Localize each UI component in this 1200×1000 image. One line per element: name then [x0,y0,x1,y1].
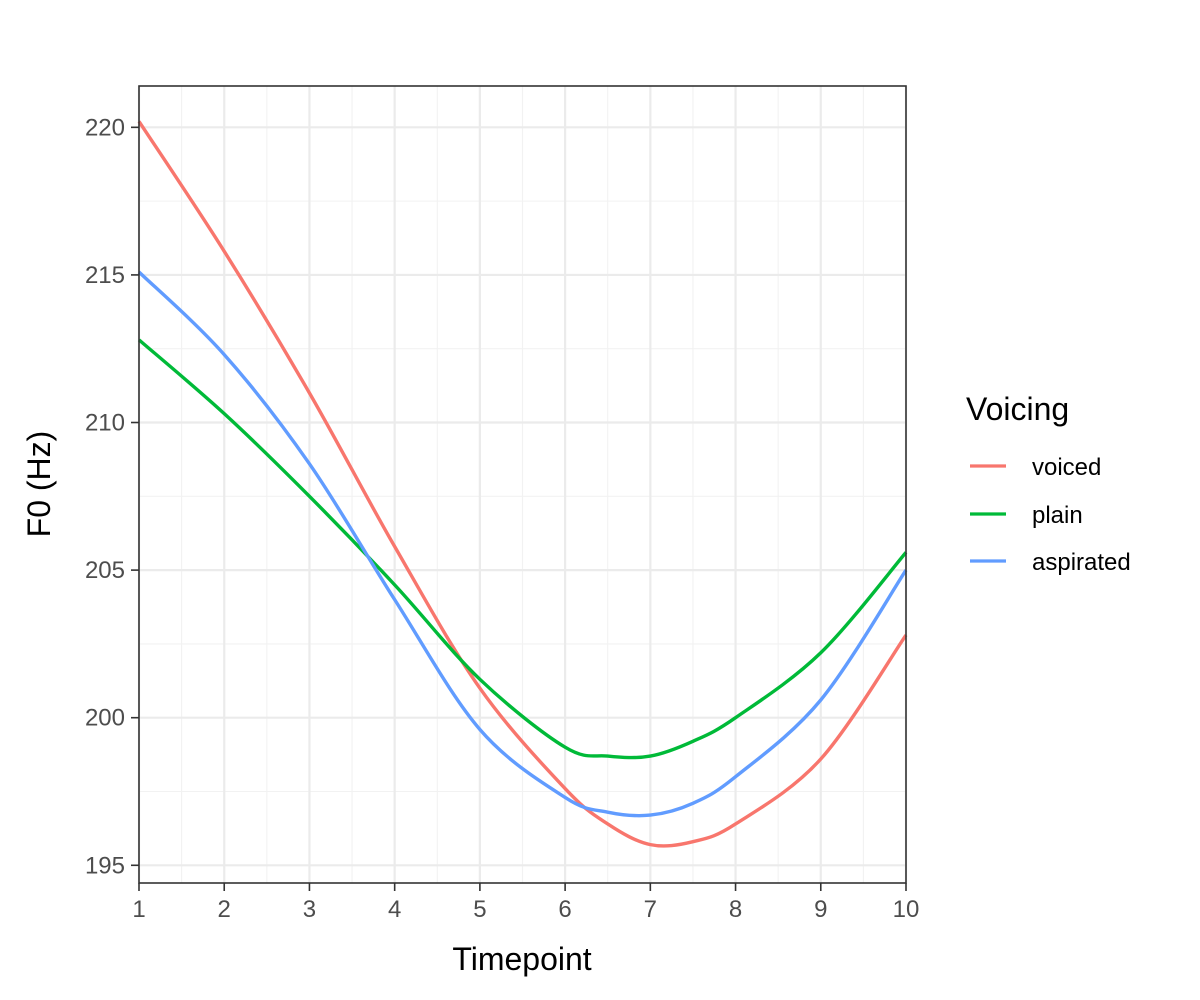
x-tick-label: 6 [558,896,571,923]
legend-label-aspirated: aspirated [1032,549,1131,576]
y-tick-label: 195 [85,852,125,879]
plot-border [138,85,907,884]
legend-label-plain: plain [1032,502,1083,529]
series-line-plain [137,338,908,760]
x-tick-label: 4 [388,896,401,923]
y-tick-label: 200 [85,705,125,732]
x-tick-label: 8 [729,896,742,923]
legend: Voicing voiced plain aspirated [966,391,1131,576]
x-tick-label: 5 [473,896,486,923]
x-tick-label: 7 [644,896,657,923]
legend-label-voiced: voiced [1032,454,1101,481]
y-axis-title: F0 (Hz) [21,431,57,538]
series-line-voiced [137,120,908,848]
x-tick-label: 9 [814,896,827,923]
legend-item-voiced: voiced [970,454,1101,481]
minor-gridlines [139,86,906,883]
x-axis: 1 2 3 4 5 6 7 8 9 10 [132,883,919,923]
legend-item-plain: plain [970,502,1083,529]
x-tick-label: 3 [303,896,316,923]
x-tick-label: 1 [132,896,145,923]
legend-item-aspirated: aspirated [970,549,1131,576]
y-tick-label: 215 [85,262,125,289]
y-tick-label: 220 [85,114,125,141]
y-axis: 195 200 205 210 215 220 [85,114,139,879]
x-axis-title: Timepoint [452,941,591,977]
y-tick-label: 205 [85,557,125,584]
legend-title: Voicing [966,391,1069,427]
series-line-aspirated [137,270,908,818]
y-tick-label: 210 [85,410,125,437]
series-lines [137,120,908,848]
x-tick-label: 10 [893,896,920,923]
x-tick-label: 2 [218,896,231,923]
